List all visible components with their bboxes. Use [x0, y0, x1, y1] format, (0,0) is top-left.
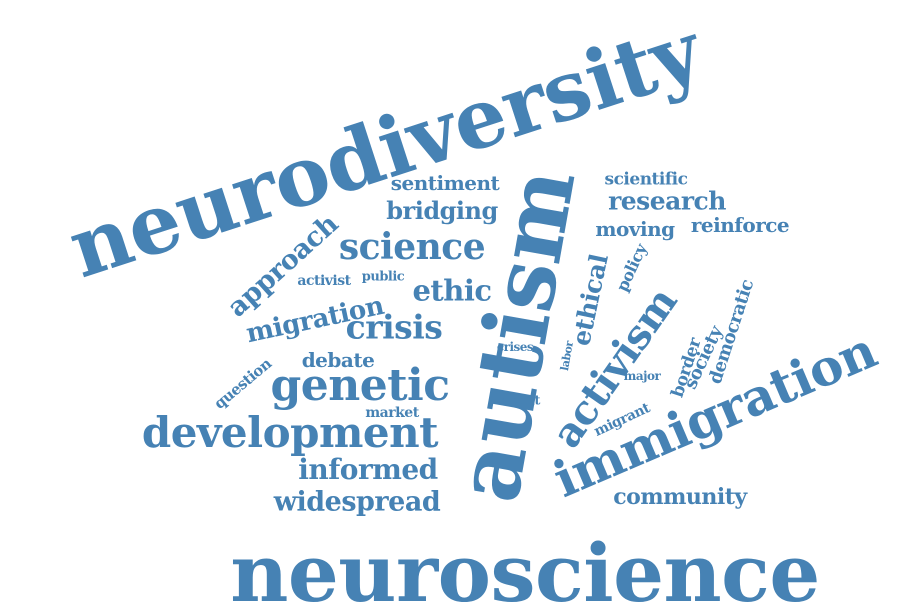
word-recent: recent — [496, 393, 540, 409]
word-sentiment: sentiment — [390, 171, 500, 195]
word-neuroscience: neuroscience — [230, 526, 820, 614]
word-market: market — [365, 405, 419, 421]
word-research: research — [608, 186, 726, 216]
word-scientific: scientific — [604, 169, 689, 190]
word-informed: informed — [298, 453, 438, 486]
word-reinforce: reinforce — [690, 213, 790, 237]
word-public: public — [361, 269, 405, 285]
word-genetic: genetic — [270, 360, 450, 411]
word-community: community — [613, 484, 747, 510]
word-debate: debate — [301, 348, 375, 372]
word-bridging: bridging — [386, 196, 498, 225]
word-crisis: crisis — [345, 307, 443, 347]
word-development: development — [141, 408, 439, 457]
word-science: science — [338, 226, 486, 268]
word-major: major — [623, 369, 661, 383]
word-labor: labor — [558, 340, 576, 372]
word-widespread: widespread — [273, 486, 441, 518]
word-ethic: ethic — [412, 273, 492, 308]
word-activist: activist — [297, 273, 351, 289]
word-crises: crises — [496, 340, 534, 354]
word-question: question — [210, 354, 275, 413]
word-moving: moving — [595, 217, 675, 241]
